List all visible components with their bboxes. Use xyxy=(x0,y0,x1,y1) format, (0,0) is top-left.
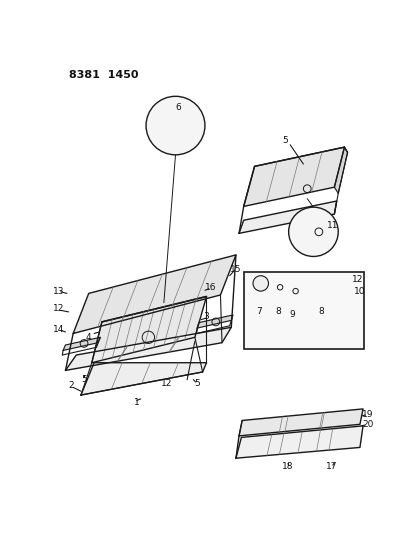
Polygon shape xyxy=(66,327,231,370)
Text: 14: 14 xyxy=(53,325,64,334)
Text: 11: 11 xyxy=(327,221,339,230)
Text: 1: 1 xyxy=(134,398,140,407)
Text: 8: 8 xyxy=(276,308,281,317)
Text: 5: 5 xyxy=(283,136,288,146)
Text: 5: 5 xyxy=(81,375,87,384)
Text: 2: 2 xyxy=(68,381,74,390)
Text: 3: 3 xyxy=(204,312,209,321)
Text: 4: 4 xyxy=(85,333,91,342)
Text: 5: 5 xyxy=(194,379,200,388)
Polygon shape xyxy=(239,201,337,233)
Text: 16: 16 xyxy=(205,283,216,292)
Text: 10: 10 xyxy=(354,287,366,296)
Text: 6: 6 xyxy=(175,103,181,112)
Polygon shape xyxy=(244,147,344,206)
Text: 17: 17 xyxy=(326,462,338,471)
Polygon shape xyxy=(236,426,363,458)
Polygon shape xyxy=(92,296,206,363)
Circle shape xyxy=(289,207,338,256)
Text: 15: 15 xyxy=(230,265,242,274)
Polygon shape xyxy=(63,337,101,350)
Polygon shape xyxy=(81,363,206,395)
Circle shape xyxy=(253,276,269,291)
Text: 12: 12 xyxy=(352,275,363,284)
Bar xyxy=(244,272,364,349)
Text: 20: 20 xyxy=(362,420,373,429)
Text: 8381  1450: 8381 1450 xyxy=(68,70,138,80)
Text: 13: 13 xyxy=(53,287,64,296)
Polygon shape xyxy=(73,255,236,334)
Text: 12: 12 xyxy=(53,304,64,313)
Circle shape xyxy=(146,96,205,155)
Text: 12: 12 xyxy=(161,379,172,388)
Polygon shape xyxy=(239,409,363,436)
Polygon shape xyxy=(335,147,348,193)
Text: 7: 7 xyxy=(256,308,262,317)
Text: 18: 18 xyxy=(282,462,294,471)
Text: 9: 9 xyxy=(289,310,295,319)
Text: 19: 19 xyxy=(362,410,373,419)
Text: 8: 8 xyxy=(318,308,324,317)
Polygon shape xyxy=(197,315,233,328)
